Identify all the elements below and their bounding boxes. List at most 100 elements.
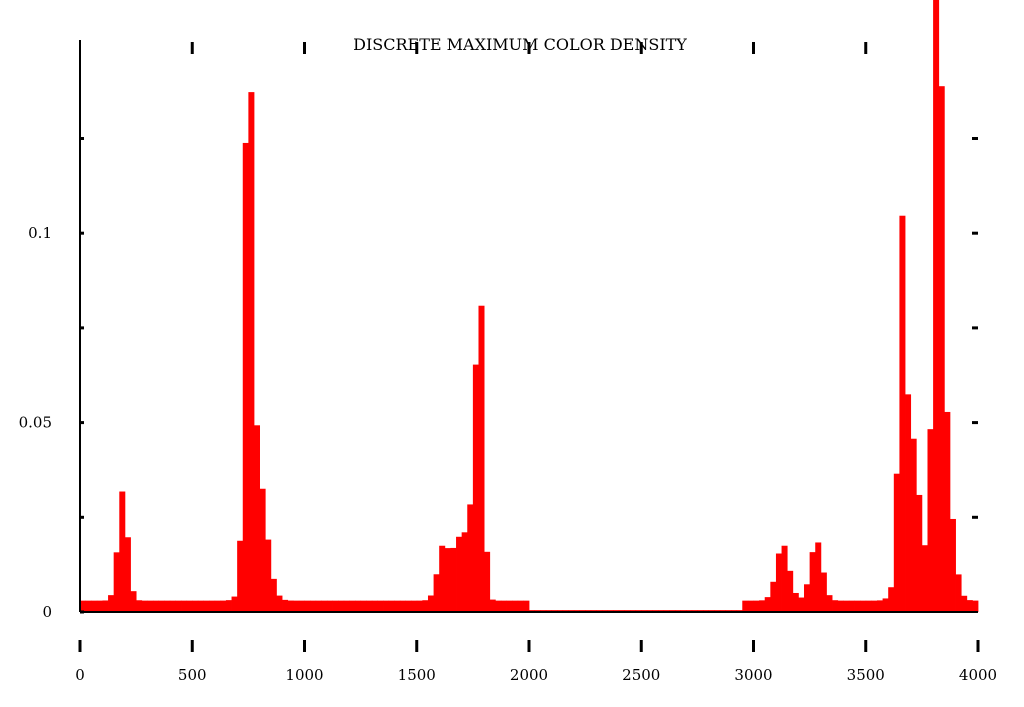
histogram-bar (843, 600, 850, 612)
histogram-bar (837, 600, 844, 612)
histogram-bar (949, 518, 956, 612)
histogram-bar (355, 600, 362, 612)
histogram-bar (197, 600, 204, 612)
histogram-bar (815, 542, 822, 612)
histogram-bar (804, 584, 811, 612)
histogram-bar (944, 411, 951, 612)
histogram-bar (91, 600, 98, 612)
histogram-bar (848, 600, 855, 612)
histogram-bar (231, 596, 238, 612)
x-tick-label: 1500 (398, 666, 436, 684)
histogram-bar (456, 536, 463, 612)
histogram-bar (933, 0, 940, 613)
histogram-bar (405, 600, 412, 612)
histogram-bar (921, 545, 928, 612)
chart-title: DISCRETE MAXIMUM COLOR DENSITY (353, 35, 687, 54)
histogram-bar (938, 86, 945, 612)
histogram-bar (394, 600, 401, 612)
y-tick-label: 0.05 (19, 414, 52, 432)
histogram-bar (523, 600, 530, 612)
histogram-bar (905, 394, 912, 612)
histogram-bar (326, 600, 333, 612)
histogram-bar (371, 600, 378, 612)
x-tick-label: 2000 (510, 666, 548, 684)
histogram-bar (259, 488, 266, 612)
histogram-bar (484, 551, 491, 612)
histogram-bar (383, 600, 390, 612)
histogram-bar (220, 600, 227, 612)
histogram-bar (181, 600, 188, 612)
histogram-bar (416, 600, 423, 612)
histogram-bar (169, 600, 176, 612)
histogram-bar (248, 92, 255, 613)
histogram-bar (225, 600, 232, 612)
histogram-bar (506, 600, 513, 612)
x-tick-label: 500 (178, 666, 207, 684)
histogram-bar (854, 600, 861, 612)
histogram-bar (175, 600, 182, 612)
histogram-bar (108, 595, 115, 612)
histogram-bar (158, 600, 165, 612)
histogram-bar (792, 592, 799, 612)
histogram-bar (764, 597, 771, 612)
histogram-bar (742, 600, 749, 612)
histogram-bar (512, 600, 519, 612)
histogram-bar (495, 600, 502, 612)
histogram-bar (287, 600, 294, 612)
x-tick-label: 4000 (959, 666, 997, 684)
histogram-bar (781, 545, 788, 612)
histogram-bar (265, 539, 272, 612)
histogram-bar (871, 600, 878, 612)
histogram-bar (517, 600, 524, 612)
histogram-bar (276, 595, 283, 612)
histogram-bar (427, 595, 434, 612)
histogram-bar (113, 552, 120, 612)
histogram-bar (96, 600, 103, 612)
histogram-bar (343, 600, 350, 612)
histogram-bar (411, 600, 418, 612)
histogram-bar (433, 574, 440, 612)
histogram-bar (282, 599, 289, 612)
histogram-bar (876, 600, 883, 612)
histogram-bar (927, 429, 934, 612)
histogram-bar (467, 504, 474, 612)
histogram-bar (214, 600, 221, 612)
histogram-bar (102, 600, 109, 612)
histogram-bar (360, 600, 367, 612)
histogram-bar (770, 581, 777, 612)
histogram-bar (489, 599, 496, 612)
histogram-bar (961, 595, 968, 612)
histogram-bar (332, 600, 339, 612)
histogram-bar (775, 553, 782, 612)
histogram-bar (899, 215, 906, 612)
histogram-bar (298, 600, 305, 612)
histogram-bar (826, 595, 833, 612)
histogram-bar (787, 570, 794, 612)
x-tick-label: 0 (75, 666, 85, 684)
histogram-bar (820, 572, 827, 612)
y-tick-label: 0.1 (28, 224, 52, 242)
histogram-bar (500, 600, 507, 612)
histogram-bar (753, 600, 760, 612)
histogram-bar (253, 425, 260, 612)
histogram-bar (119, 491, 126, 612)
histogram-bar (242, 142, 249, 612)
histogram-bar (910, 438, 917, 612)
x-tick-label: 3500 (847, 666, 885, 684)
histogram-bar (338, 600, 345, 612)
histogram-bar (955, 574, 962, 612)
histogram-bar (450, 547, 457, 612)
histogram-bar (349, 600, 356, 612)
histogram-bar (164, 600, 171, 612)
histogram-bar (80, 600, 87, 612)
histogram-bar (192, 600, 199, 612)
histogram-bars (80, 0, 979, 613)
histogram-bar (315, 600, 322, 612)
x-tick-label: 3000 (734, 666, 772, 684)
axes (79, 40, 978, 613)
histogram-bar (293, 600, 300, 612)
histogram-bar (310, 600, 317, 612)
histogram-bar (747, 600, 754, 612)
histogram-bar (916, 494, 923, 612)
